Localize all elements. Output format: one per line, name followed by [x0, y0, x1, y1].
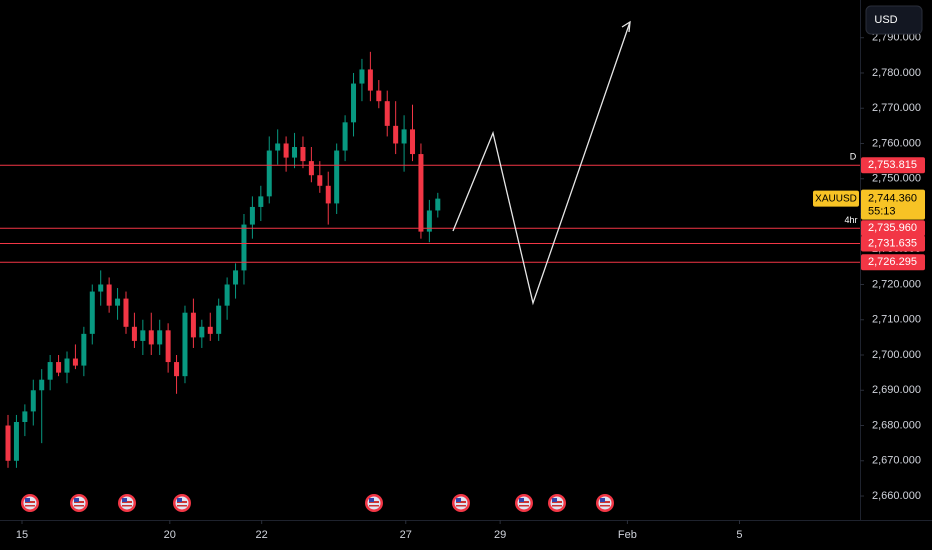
candle-body	[376, 90, 382, 102]
candle-body	[292, 147, 298, 158]
candle-body	[106, 284, 112, 306]
y-tick-label: 2,790.000	[872, 32, 921, 44]
candle-body	[342, 122, 348, 151]
candle-body	[39, 379, 45, 391]
candle-body	[418, 154, 424, 232]
level-label-box	[861, 157, 925, 174]
candle-body	[275, 143, 281, 151]
candle-body	[131, 326, 137, 341]
y-tick-label: 2,680.000	[872, 419, 921, 431]
candle-body	[13, 421, 19, 461]
candle-body	[207, 326, 213, 334]
candle-body	[115, 298, 121, 306]
candle-body	[351, 83, 357, 123]
candle-body	[300, 147, 306, 162]
candle-body	[56, 362, 62, 373]
x-tick-label: 5	[736, 529, 742, 541]
candle-body	[81, 333, 87, 366]
candle-body	[165, 330, 171, 363]
candle-body	[157, 330, 163, 345]
candle-body	[22, 411, 28, 422]
candle-body	[72, 358, 78, 366]
candle-body	[233, 270, 239, 285]
candle-body	[241, 224, 247, 271]
candle-body	[317, 175, 323, 186]
x-tick-label: 27	[400, 529, 412, 541]
candle-body	[249, 206, 255, 225]
currency-button[interactable]	[865, 5, 923, 35]
y-tick-label: 2,660.000	[872, 490, 921, 502]
candle-body	[98, 284, 104, 292]
candle-body	[283, 143, 289, 158]
candle-body	[47, 362, 53, 380]
candle-body	[393, 125, 399, 144]
candle-body	[325, 185, 331, 204]
countdown: 55:13	[868, 206, 896, 218]
x-tick-label: 15	[16, 529, 28, 541]
candle-body	[190, 312, 196, 338]
level-label: 2,753.815	[868, 159, 917, 171]
candle-body	[89, 291, 95, 334]
candle-body	[266, 150, 272, 197]
candle-body	[30, 390, 36, 412]
level-label-box	[861, 235, 925, 252]
level-label: 2,735.960	[868, 222, 917, 234]
symbol-label: XAUUSD	[815, 193, 857, 204]
candle-body	[258, 196, 264, 207]
candle-body	[148, 330, 154, 345]
projection-line	[452, 21, 631, 306]
y-tick-label: 2,700.000	[872, 349, 921, 361]
candle-body	[359, 69, 365, 84]
candle-body	[123, 298, 129, 327]
y-tick-label: 2,780.000	[872, 67, 921, 79]
candle-body	[64, 358, 70, 373]
candle-body	[334, 150, 340, 204]
projection-arrowhead	[621, 20, 631, 33]
candle-body	[367, 69, 373, 91]
x-tick-label: 22	[256, 529, 268, 541]
level-marker: D	[850, 152, 857, 162]
candle-body	[199, 326, 205, 338]
candle-body	[308, 161, 314, 176]
candle-body	[401, 129, 407, 144]
candle-body	[435, 198, 441, 211]
interval-label: 4hr	[844, 215, 857, 225]
candle-body	[410, 129, 416, 155]
candle-body	[182, 312, 188, 377]
candle-body	[174, 362, 180, 377]
price-label: 2,744.360	[868, 193, 917, 205]
candle-body	[140, 330, 146, 341]
plot-area: 2,660.000 2,670.000 2,680.000 2,690.000 2,70…	[0, 32, 925, 541]
x-tick-label: 29	[494, 529, 506, 541]
candle-body	[384, 101, 390, 126]
y-tick-label: 2,710.000	[872, 314, 921, 326]
currency-button-label: USD	[874, 14, 897, 26]
level-label-box	[861, 220, 925, 237]
event-icons	[21, 494, 614, 512]
candle-body	[426, 210, 432, 232]
symbol-tag	[813, 190, 859, 207]
candle-body	[224, 284, 230, 306]
x-tick-label: Feb	[618, 529, 637, 541]
level-label: 2,731.635	[868, 237, 917, 249]
y-tick-label: 2,760.000	[872, 137, 921, 149]
y-tick-label: 2,670.000	[872, 455, 921, 467]
y-tick-label: 2,770.000	[872, 102, 921, 114]
y-tick-label: 2,690.000	[872, 384, 921, 396]
candle-body	[216, 305, 222, 334]
level-label: 2,726.295	[868, 256, 917, 268]
level-label-box	[861, 254, 925, 271]
candle-body	[5, 425, 11, 461]
y-tick-label: 2,750.000	[872, 173, 921, 185]
price-box	[861, 189, 925, 220]
y-tick-label: 2,720.000	[872, 278, 921, 290]
x-tick-label: 20	[164, 529, 176, 541]
